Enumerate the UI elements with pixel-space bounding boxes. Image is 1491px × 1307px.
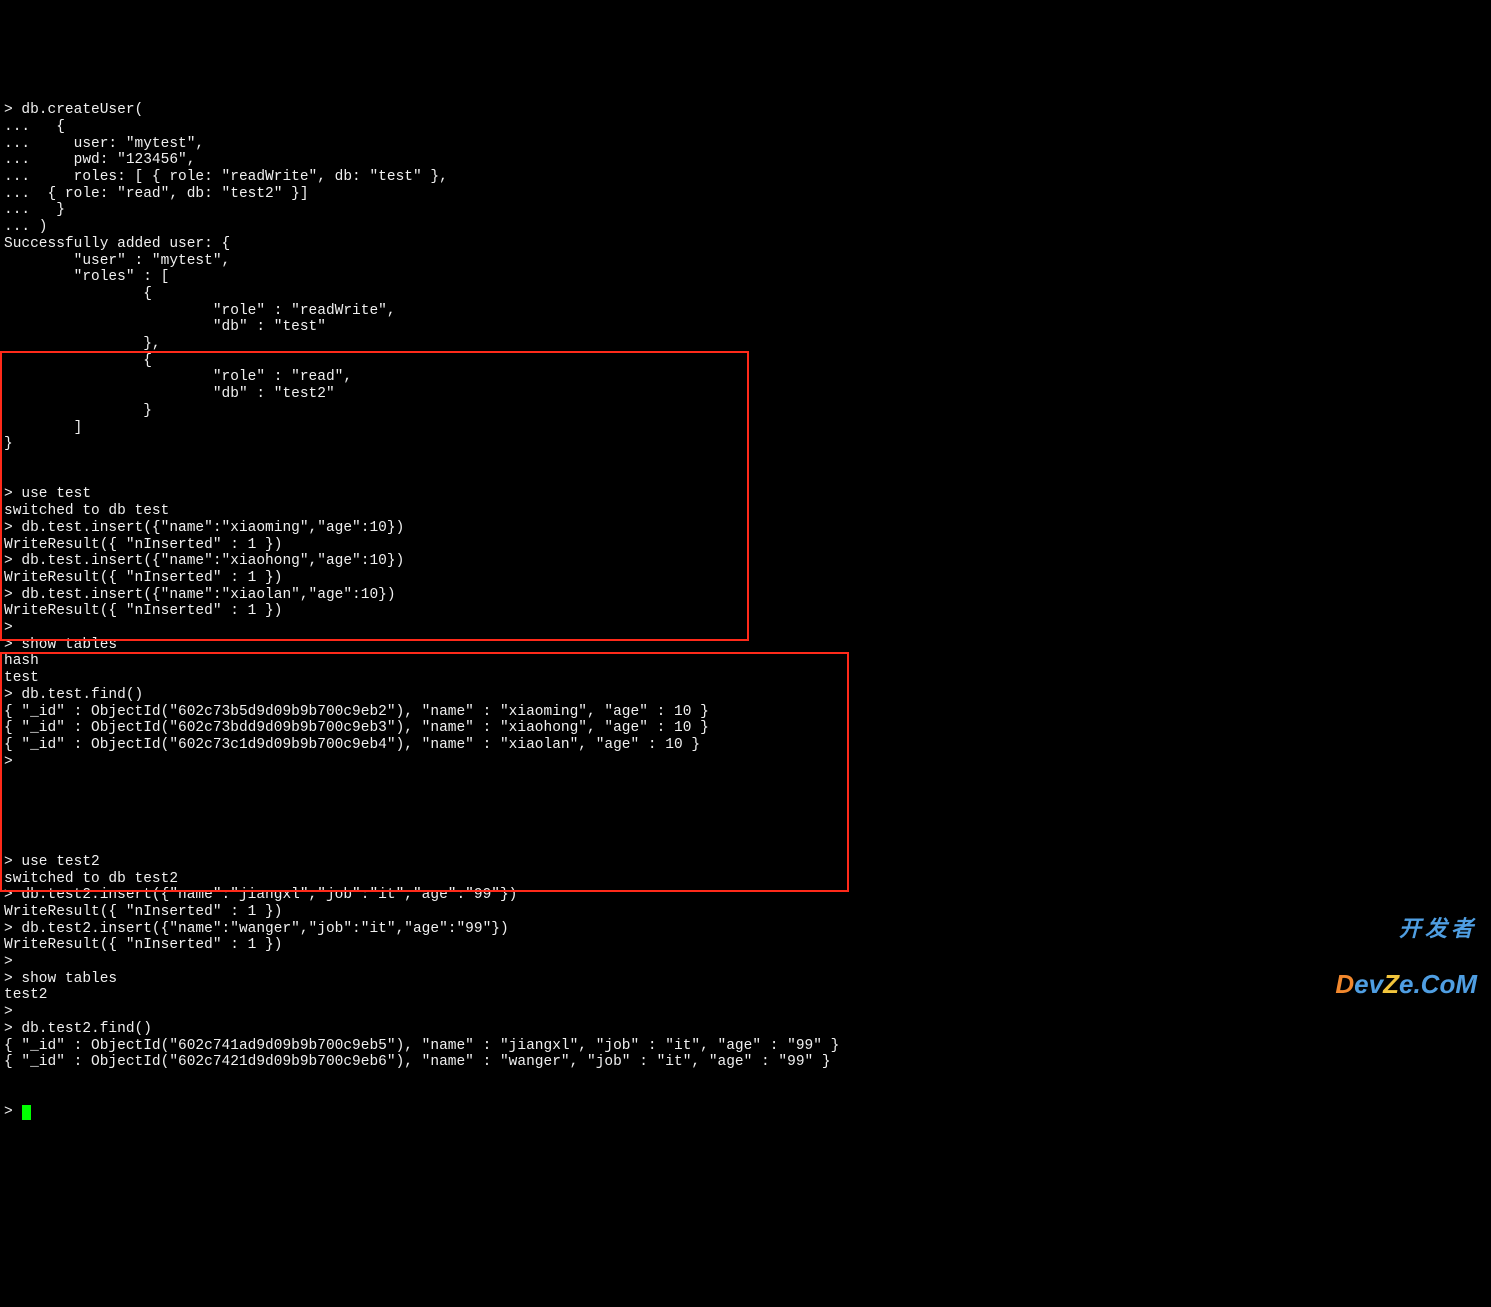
terminal-line: { "_id" : ObjectId("602c73b5d9d09b9b700c… bbox=[4, 704, 1487, 721]
terminal-line: test bbox=[4, 670, 1487, 687]
terminal-line: "role" : "read", bbox=[4, 369, 1487, 386]
terminal-line: ] bbox=[4, 420, 1487, 437]
terminal-line: ... ) bbox=[4, 219, 1487, 236]
watermark-top: 开发者 bbox=[1335, 918, 1477, 940]
terminal-line: ... { bbox=[4, 119, 1487, 136]
terminal-line: > show tables bbox=[4, 971, 1487, 988]
terminal-line: WriteResult({ "nInserted" : 1 }) bbox=[4, 537, 1487, 554]
terminal-line: "db" : "test2" bbox=[4, 386, 1487, 403]
terminal-line: > bbox=[4, 1004, 1487, 1021]
terminal-line: > bbox=[4, 620, 1487, 637]
terminal-line: > bbox=[4, 754, 1487, 771]
terminal-line: Successfully added user: { bbox=[4, 236, 1487, 253]
terminal-line: > use test bbox=[4, 486, 1487, 503]
terminal-line: "user" : "mytest", bbox=[4, 253, 1487, 270]
terminal-line: WriteResult({ "nInserted" : 1 }) bbox=[4, 570, 1487, 587]
terminal-line: ... { role: "read", db: "test2" }] bbox=[4, 186, 1487, 203]
watermark-bottom: DevZe.CoM bbox=[1335, 971, 1477, 997]
terminal-line: ... user: "mytest", bbox=[4, 136, 1487, 153]
terminal-line: WriteResult({ "nInserted" : 1 }) bbox=[4, 904, 1487, 921]
terminal-line: > db.test2.find() bbox=[4, 1021, 1487, 1038]
terminal-line: > bbox=[4, 954, 1487, 971]
terminal-output[interactable]: > db.createUser(... {... user: "mytest",… bbox=[0, 67, 1491, 1140]
create-user-block: > db.createUser(... {... user: "mytest",… bbox=[4, 102, 1487, 453]
terminal-line: { bbox=[4, 286, 1487, 303]
shell-prompt: > bbox=[4, 1104, 21, 1120]
terminal-line: > db.createUser( bbox=[4, 102, 1487, 119]
terminal-line: WriteResult({ "nInserted" : 1 }) bbox=[4, 937, 1487, 954]
terminal-line: switched to db test bbox=[4, 503, 1487, 520]
terminal-line: test2 bbox=[4, 987, 1487, 1004]
terminal-line: }, bbox=[4, 336, 1487, 353]
terminal-line: > db.test.insert({"name":"xiaolan","age"… bbox=[4, 587, 1487, 604]
terminal-line: { bbox=[4, 353, 1487, 370]
cursor-icon bbox=[22, 1105, 31, 1120]
terminal-line: > db.test2.insert({"name":"jiangxl","job… bbox=[4, 887, 1487, 904]
terminal-line: > db.test.insert({"name":"xiaohong","age… bbox=[4, 553, 1487, 570]
test2-db-block: > use test2switched to db test2> db.test… bbox=[4, 854, 1487, 1071]
prompt-line[interactable]: > bbox=[4, 1104, 1487, 1121]
terminal-line bbox=[4, 804, 1487, 821]
terminal-line: > use test2 bbox=[4, 854, 1487, 871]
terminal-line: "roles" : [ bbox=[4, 269, 1487, 286]
terminal-line: > db.test.insert({"name":"xiaoming","age… bbox=[4, 520, 1487, 537]
terminal-line: ... pwd: "123456", bbox=[4, 152, 1487, 169]
terminal-line: { "_id" : ObjectId("602c73bdd9d09b9b700c… bbox=[4, 720, 1487, 737]
terminal-line: > db.test.find() bbox=[4, 687, 1487, 704]
terminal-line: ... roles: [ { role: "readWrite", db: "t… bbox=[4, 169, 1487, 186]
watermark: 开发者 DevZe.CoM bbox=[1335, 889, 1477, 1012]
terminal-line: { "_id" : ObjectId("602c7421d9d09b9b700c… bbox=[4, 1054, 1487, 1071]
terminal-line: } bbox=[4, 436, 1487, 453]
test-db-block: > use testswitched to db test> db.test.i… bbox=[4, 486, 1487, 770]
terminal-line: } bbox=[4, 403, 1487, 420]
terminal-line: "role" : "readWrite", bbox=[4, 303, 1487, 320]
terminal-line: > db.test2.insert({"name":"wanger","job"… bbox=[4, 921, 1487, 938]
terminal-line: > show tables bbox=[4, 637, 1487, 654]
terminal-line: { "_id" : ObjectId("602c73c1d9d09b9b700c… bbox=[4, 737, 1487, 754]
terminal-line: WriteResult({ "nInserted" : 1 }) bbox=[4, 603, 1487, 620]
terminal-line: "db" : "test" bbox=[4, 319, 1487, 336]
terminal-line: hash bbox=[4, 653, 1487, 670]
terminal-line: { "_id" : ObjectId("602c741ad9d09b9b700c… bbox=[4, 1038, 1487, 1055]
gap-block bbox=[4, 804, 1487, 821]
terminal-line: switched to db test2 bbox=[4, 871, 1487, 888]
terminal-line: ... } bbox=[4, 202, 1487, 219]
